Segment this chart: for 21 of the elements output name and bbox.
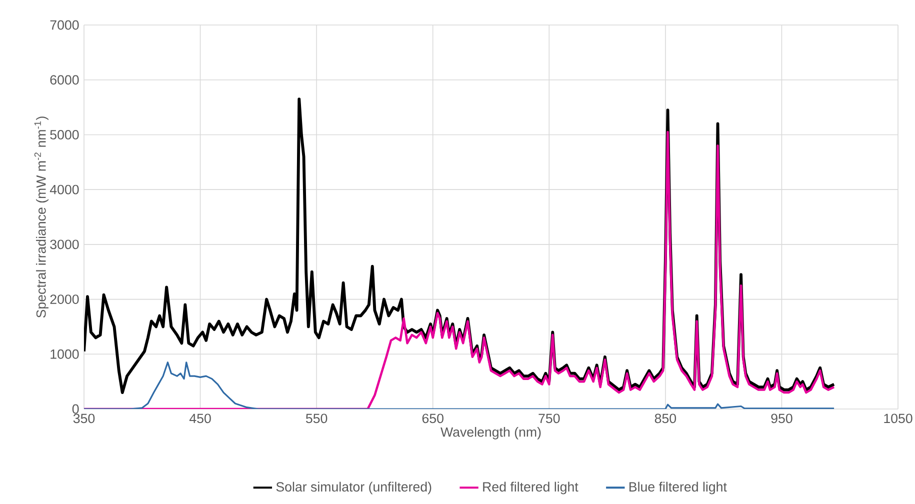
- x-tick-label: 1050: [884, 414, 912, 424]
- x-tick-label: 350: [73, 414, 95, 424]
- y-tick-label: 5000: [50, 130, 79, 140]
- y-tick-label: 1000: [50, 349, 79, 359]
- x-tick-label: 850: [654, 414, 676, 424]
- y-tick-label: 7000: [50, 20, 79, 30]
- y-tick-label: 2000: [50, 294, 79, 304]
- legend-label: Blue filtered light: [629, 482, 727, 494]
- y-tick-label: 4000: [50, 184, 79, 194]
- y-tick-label: 3000: [50, 240, 79, 250]
- x-tick-label: 950: [771, 414, 792, 424]
- x-tick-label: 550: [306, 414, 328, 424]
- legend-label: Red filtered light: [483, 482, 578, 494]
- y-tick-label: 0: [72, 404, 79, 414]
- x-tick-label: 450: [189, 414, 211, 424]
- x-tick-label: 750: [538, 414, 560, 424]
- y-tick-label: 6000: [50, 75, 79, 85]
- legend-label: Solar simulator (unfiltered): [276, 482, 432, 494]
- x-tick-label: 650: [422, 414, 444, 424]
- y-axis-title: Spectral irradiance (mW m$^{-2}$ nm$^{-1}$): [34, 116, 48, 318]
- x-axis-title: Wavelength (nm): [440, 426, 541, 440]
